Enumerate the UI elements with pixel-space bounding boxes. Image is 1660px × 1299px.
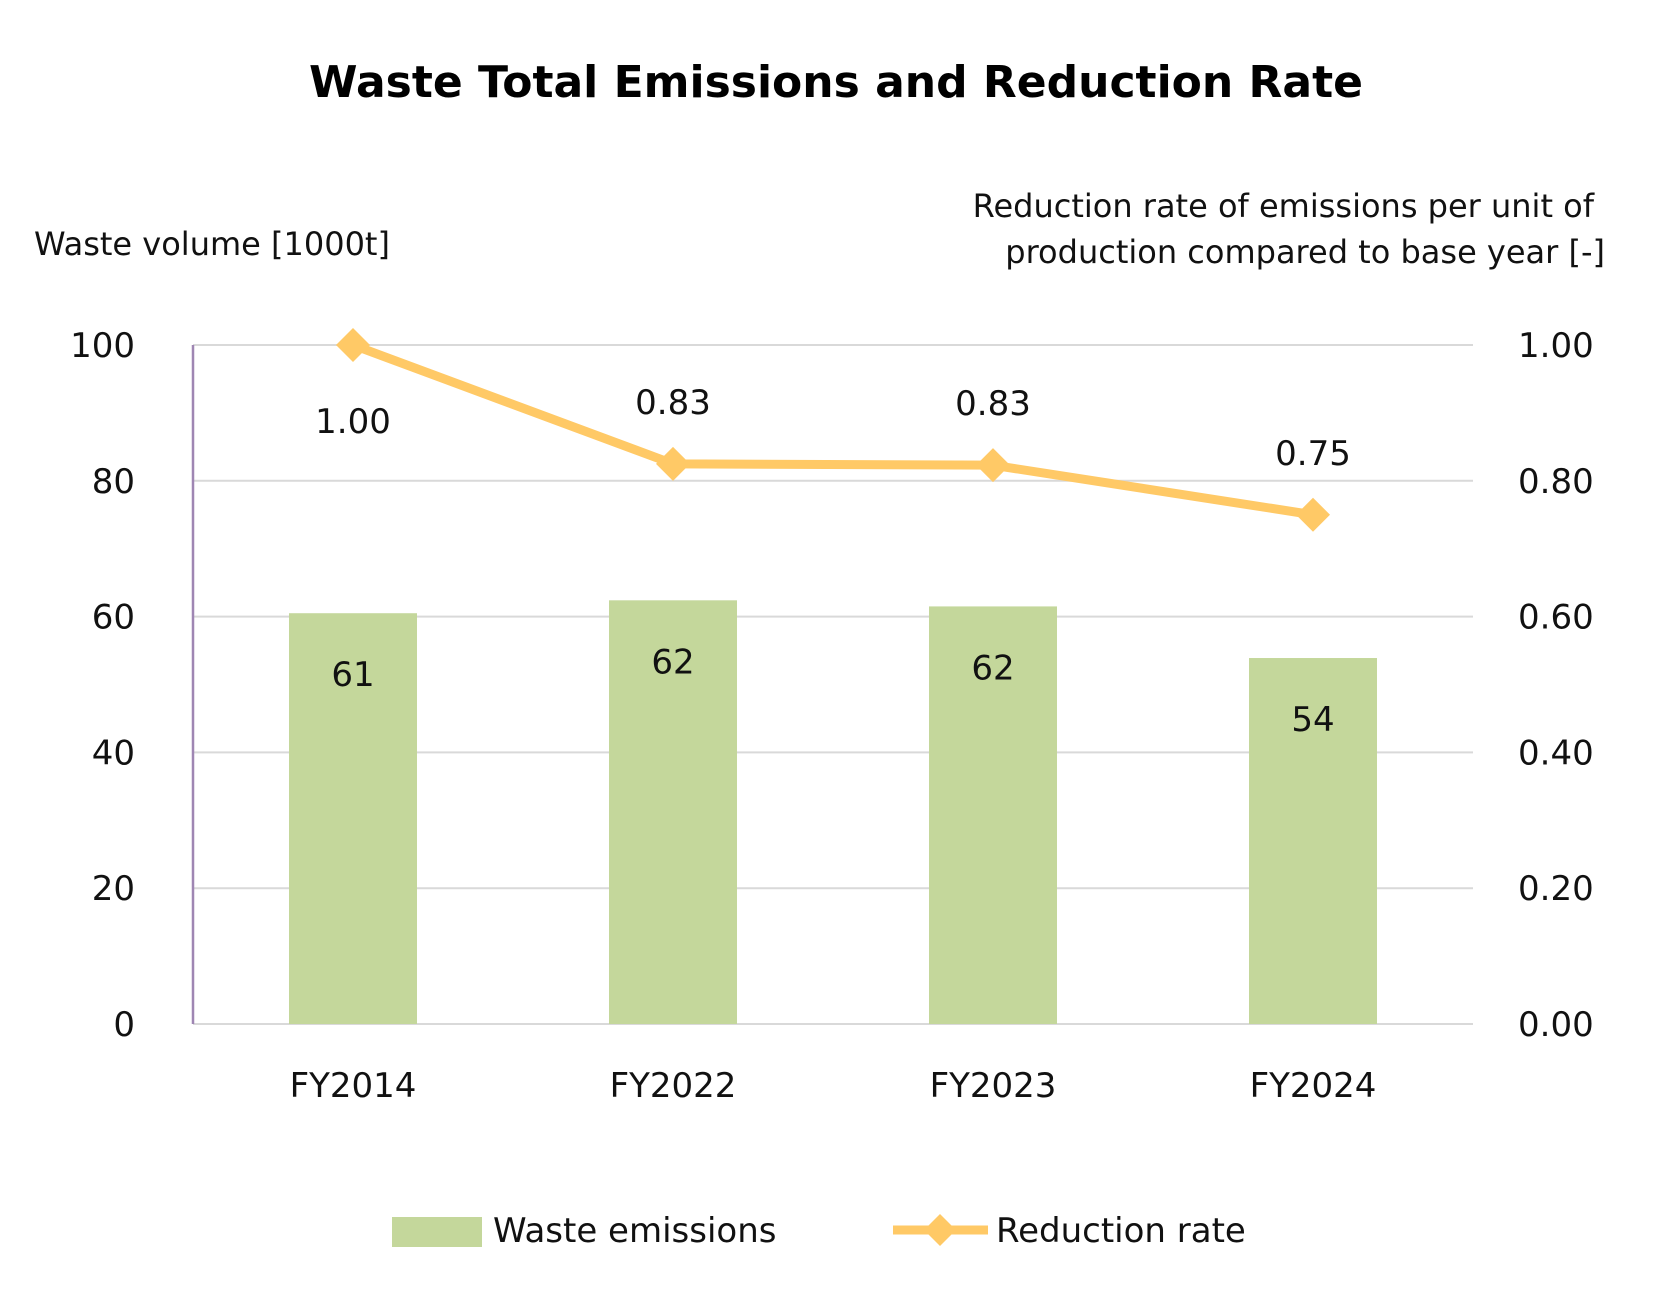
line-marker — [976, 448, 1010, 483]
bar — [1249, 658, 1377, 1024]
right-axis-title-line-1: Reduction rate of emissions per unit of — [973, 187, 1595, 225]
right-tick-label: 0.20 — [1518, 869, 1594, 909]
reduction-rate-line — [351, 340, 1314, 520]
left-tick-label: 40 — [92, 733, 135, 773]
legend-label-reduction-rate: Reduction rate — [996, 1211, 1246, 1251]
right-tick-label: 1.00 — [1518, 326, 1594, 366]
legend: Waste emissions Reduction rate — [392, 1211, 1246, 1251]
bar-data-label: 54 — [1291, 700, 1334, 740]
line-data-label: 0.75 — [1275, 434, 1351, 474]
right-tick-label: 0.40 — [1518, 733, 1594, 773]
bar-series — [289, 600, 1377, 1024]
legend-bar-swatch — [392, 1217, 482, 1247]
right-tick-label: 0.60 — [1518, 598, 1594, 638]
bar — [609, 600, 737, 1024]
legend-label-waste-emissions: Waste emissions — [493, 1211, 776, 1251]
right-tick-label: 0.80 — [1518, 462, 1594, 502]
bar — [929, 606, 1057, 1024]
right-tick-label: 0.00 — [1518, 1005, 1594, 1045]
right-axis-title-line-2: production compared to base year [-] — [1005, 233, 1605, 271]
left-tick-label: 0 — [113, 1005, 135, 1045]
line-data-label: 0.83 — [635, 383, 711, 423]
left-tick-label: 60 — [92, 598, 135, 638]
left-axis-title: Waste volume [1000t] — [34, 225, 390, 263]
line-series — [336, 328, 1330, 532]
left-tick-label: 100 — [70, 326, 135, 366]
bar-data-label: 62 — [971, 648, 1014, 688]
line-marker — [336, 328, 370, 362]
category-label: FY2023 — [930, 1066, 1057, 1106]
data-labels: 61 62 62 54 1.00 0.83 0.83 0.75 — [315, 383, 1351, 740]
bar-data-label: 61 — [331, 655, 374, 695]
category-label: FY2014 — [290, 1066, 417, 1106]
line-marker — [1296, 497, 1330, 532]
legend-line-marker — [924, 1214, 956, 1246]
category-label: FY2022 — [610, 1066, 737, 1106]
line-data-label: 0.83 — [955, 384, 1031, 424]
left-tick-label: 80 — [92, 462, 135, 502]
category-label: FY2024 — [1250, 1066, 1377, 1106]
left-tick-label: 20 — [92, 869, 135, 909]
line-marker — [656, 446, 690, 481]
bar — [289, 613, 417, 1024]
line-data-label: 1.00 — [315, 402, 391, 442]
axes: 0 20 40 60 80 100 0.00 0.20 0.40 0.60 0.80 1.00 FY20… — [70, 326, 1594, 1106]
chart-title: Waste Total Emissions and Reduction Rate — [309, 57, 1363, 108]
bar-data-label: 62 — [651, 642, 694, 682]
